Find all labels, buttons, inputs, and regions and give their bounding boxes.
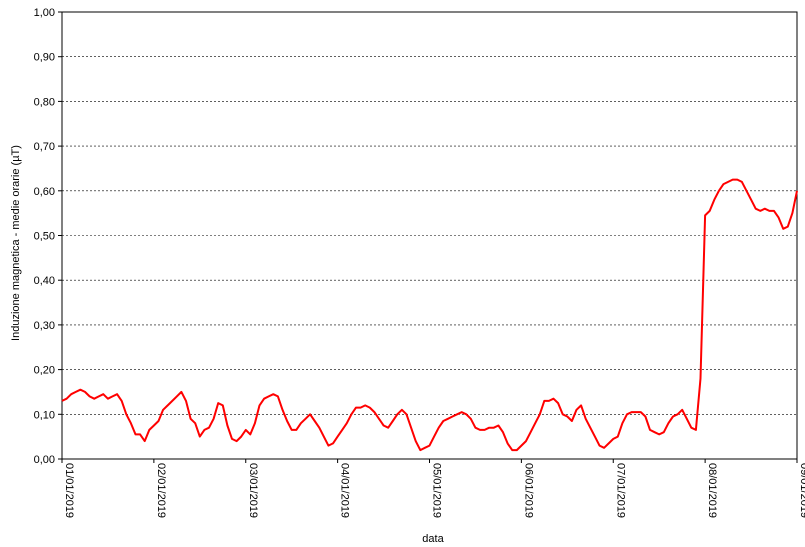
x-axis-label: data xyxy=(422,533,444,545)
x-tick-label: 08/01/2019 xyxy=(706,463,718,518)
x-tick-label: 02/01/2019 xyxy=(155,463,167,518)
gridlines xyxy=(62,56,797,415)
y-tick-label: 0,60 xyxy=(34,186,55,198)
series-line xyxy=(61,178,798,452)
x-axis-ticks: 01/01/2019 02/01/2019 03/01/2019 04/01/2019… xyxy=(61,459,805,518)
y-tick-label: 0,00 xyxy=(34,454,55,466)
x-tick-label: 04/01/2019 xyxy=(339,463,351,518)
y-tick-label: 1,00 xyxy=(34,7,55,19)
x-tick-label: 05/01/2019 xyxy=(431,463,443,518)
y-tick-label: 0,30 xyxy=(34,320,55,332)
y-tick-label: 0,70 xyxy=(34,141,55,153)
y-tick-label: 0,80 xyxy=(34,96,55,108)
y-tick-label: 0,50 xyxy=(34,231,55,243)
x-tick-label: 03/01/2019 xyxy=(247,463,259,518)
y-tick-label: 0,90 xyxy=(34,52,55,64)
y-axis-ticks: 0,00 0,10 0,20 0,30 0,40 0,50 0,60 0,70 0,80 0,90… xyxy=(34,7,62,466)
y-tick-label: 0,20 xyxy=(34,365,55,377)
y-tick-label: 0,40 xyxy=(34,275,55,287)
y-tick-label: 0,10 xyxy=(34,409,55,421)
x-tick-label: 01/01/2019 xyxy=(63,463,75,518)
series-layer xyxy=(61,178,798,452)
x-tick-label: 06/01/2019 xyxy=(522,463,534,518)
x-tick-label: 07/01/2019 xyxy=(614,463,626,518)
x-tick-label: 09/01/2019 xyxy=(798,463,805,518)
plot-area-border xyxy=(61,11,798,460)
y-axis-label: Induzione magnetica - medie orarie (µT) xyxy=(10,145,22,341)
